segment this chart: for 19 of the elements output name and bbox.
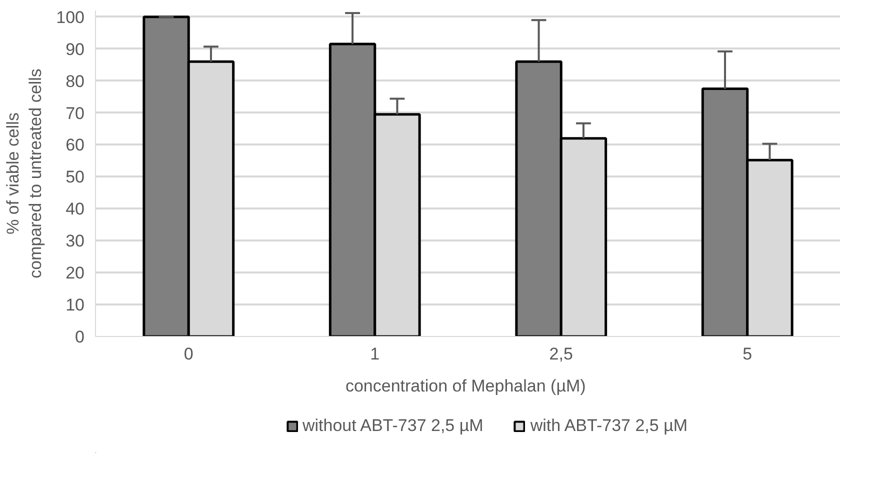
y-tick-label: 100 — [56, 8, 85, 27]
y-tick-label: 50 — [66, 168, 85, 187]
y-tick-label: 60 — [66, 136, 85, 155]
x-tick-label: 0 — [184, 344, 194, 364]
legend-label: without ABT-737 2,5 µM — [302, 416, 484, 436]
y-tick-label: 10 — [66, 296, 85, 315]
y-tick-label: 30 — [66, 232, 85, 251]
y-tick-label: 20 — [66, 264, 85, 283]
y-tick-label: 80 — [66, 72, 85, 91]
x-tick-label: 1 — [370, 344, 380, 364]
y-tick-label: 0 — [75, 328, 85, 346]
x-axis-title: concentration of Mephalan (µM) — [345, 376, 586, 396]
y-tick-label: 40 — [66, 200, 85, 219]
legend-label: with ABT-737 2,5 µM — [530, 416, 688, 436]
x-tick-label: 5 — [742, 344, 752, 364]
y-tick-label: 90 — [66, 40, 85, 59]
y-axis-title: % of viable cells compared to untreated cells — [3, 68, 46, 278]
x-tick-label: 2,5 — [549, 344, 573, 364]
y-tick-label: 70 — [66, 104, 85, 123]
